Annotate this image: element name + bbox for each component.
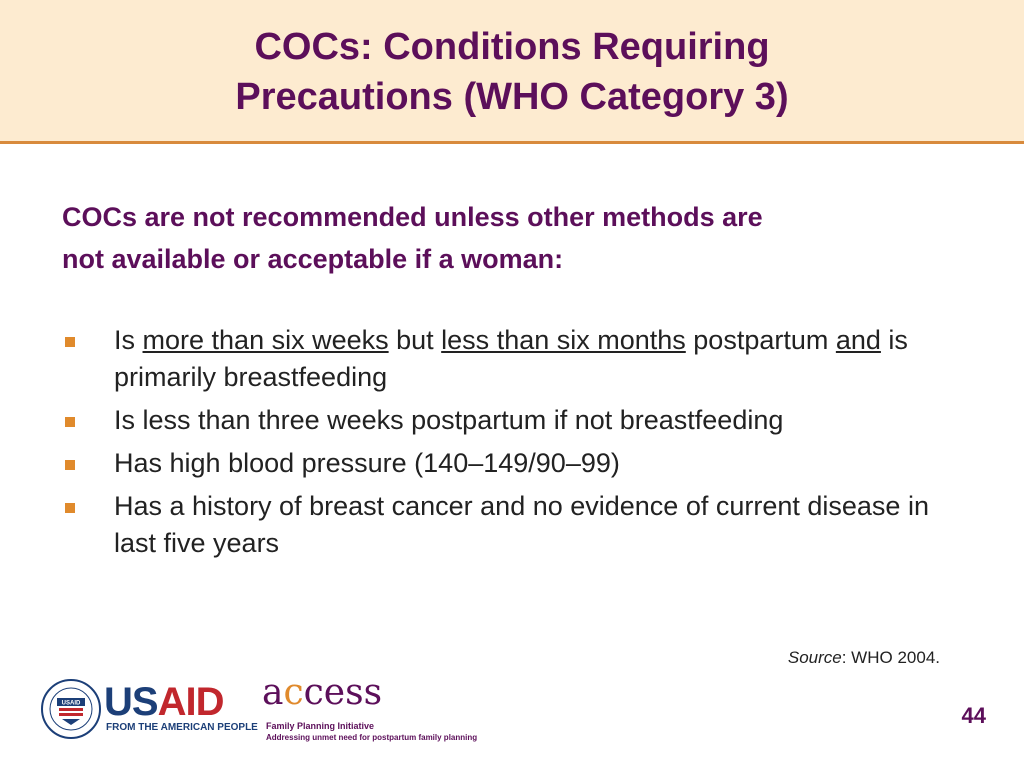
bullet-text: is primarily breastfeeding bbox=[114, 325, 908, 392]
underlined-text: less than six months bbox=[441, 325, 686, 355]
bullet-text: Has a history of breast cancer and no ev… bbox=[114, 491, 929, 558]
square-bullet-icon bbox=[65, 417, 75, 427]
access-wordmark: access bbox=[262, 672, 382, 713]
access-tagline: Addressing unmet need for postpartum fam… bbox=[266, 733, 478, 742]
access-subtitle: Family Planning Initiative bbox=[266, 721, 375, 731]
bullet-text: postpartum bbox=[685, 325, 836, 355]
bullet-list: Is more than six weeks but less than six… bbox=[62, 322, 942, 568]
access-logo: access Family Planning Initiative Addres… bbox=[262, 666, 477, 750]
bullet-item: Is less than three weeks postpartum if n… bbox=[62, 402, 942, 439]
page-number: 44 bbox=[961, 703, 986, 728]
usaid-aid: AID bbox=[157, 680, 225, 724]
access-rest: cess bbox=[303, 672, 383, 713]
intro-text: COCs are not recommended unless other me… bbox=[62, 202, 763, 274]
bullet-text: Is bbox=[114, 325, 143, 355]
source-label: Source bbox=[787, 648, 842, 667]
bullet-item: Has high blood pressure (140–149/90–99) bbox=[62, 445, 942, 482]
usaid-wordmark: USAID bbox=[104, 680, 225, 725]
slide-header: COCs: Conditions Requiring Precautions (… bbox=[0, 0, 1024, 144]
bullet-item: Has a history of breast cancer and no ev… bbox=[62, 488, 942, 562]
usaid-seal-icon: USAID bbox=[41, 679, 101, 739]
seal-label: USAID bbox=[62, 701, 81, 707]
title-line-1: COCs: Conditions Requiring bbox=[254, 26, 770, 68]
square-bullet-icon bbox=[65, 460, 75, 470]
bullet-text: but bbox=[388, 325, 442, 355]
square-bullet-icon bbox=[65, 503, 75, 513]
square-bullet-icon bbox=[65, 337, 75, 347]
bullet-item: Is more than six weeks but less than six… bbox=[62, 322, 942, 396]
access-c: c bbox=[283, 672, 304, 713]
access-a: a bbox=[262, 672, 284, 713]
usaid-tagline: FROM THE AMERICAN PEOPLE bbox=[106, 722, 258, 733]
usaid-logo: USAID USAID FROM THE AMERICAN PEOPLE bbox=[40, 676, 258, 746]
usaid-us: US bbox=[104, 680, 159, 724]
underlined-text: more than six weeks bbox=[142, 325, 389, 355]
source-text: : WHO 2004. bbox=[841, 648, 940, 667]
slide-title: COCs: Conditions Requiring Precautions (… bbox=[0, 22, 1024, 122]
bullet-text: Has high blood pressure (140–149/90–99) bbox=[114, 448, 620, 478]
title-line-2: Precautions (WHO Category 3) bbox=[235, 76, 789, 118]
bullet-text: Is less than three weeks postpartum if n… bbox=[114, 405, 784, 435]
source-citation: Source: WHO 2004. bbox=[788, 648, 940, 668]
underlined-text: and bbox=[835, 325, 881, 355]
